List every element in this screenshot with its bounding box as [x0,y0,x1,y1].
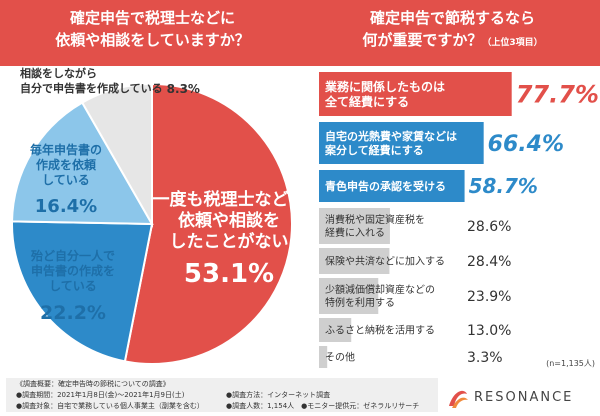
bar-value-label: 28.6% [467,219,511,235]
bar-value-label: 66.4% [488,132,564,157]
pie-label-none-text: 一度も税理士などに 依頼や相談を したことがない [152,190,306,252]
bar-label: ふるさと納税を活用する [325,324,435,337]
survey-target: ●調査対象：自宅で業務している個人事業主（副業を含む） [16,402,204,410]
bar [319,122,484,164]
survey-method: ●調査方法：インターネット調査 [226,391,331,399]
bar-value-label: 28.4% [467,254,511,270]
pie-label-self-text: 殆ど自分一人で 申告書の作成を している [30,249,115,293]
bar-value-label: 77.7% [516,81,599,109]
survey-summary: 《調査概要：確定申告時の節税についての調査》 ●調査期間：2021年1月8日(金… [6,378,438,412]
bar-label: 少額減価償却資産などの特例を利用する [325,283,435,309]
survey-period: ●調査期間：2021年1月8日(金)～2021年1月9日(土) [16,391,185,399]
bar-label: 青色申告の承認を受ける [325,179,446,193]
pie-slice-none [123,82,293,365]
bar-value-label: 23.9% [467,289,511,305]
bar [319,170,465,202]
pie-label-consult-text: 相談をしながら 自分で申告書を作成している [20,67,163,95]
bar-label: 保険や共済などに加入する [325,255,445,268]
bar [319,318,352,342]
bar-chart: 業務に関係したものは全て経費にする 77.7% 自宅の光熱費や家賃などは案分して経費… [319,72,599,368]
right-title-note: （上位3項目） [482,38,543,48]
bar-label: その他 [325,351,355,364]
bar-value-label: 58.7% [469,174,538,198]
pie-slice-yearly [11,101,154,226]
pie-chart [11,82,293,365]
pie-label-yearly-value: 16.4% [34,196,98,217]
pie-label-self: 殆ど自分一人で 申告書の作成を している 22.2% [4,249,142,324]
right-title-text: 確定申告で節税するなら 何が重要ですか？ [362,9,535,49]
pie-slice-consult [80,82,153,228]
bar-label: 業務に関係したものは全て経費にする [324,79,445,109]
brand-logo: RESONANCE [446,384,596,412]
right-title: 確定申告で節税するなら 何が重要ですか？（上位3項目） [305,7,600,54]
bar [319,346,328,368]
bar-value-label: 3.3% [467,350,503,366]
bar-label: 消費税や固定資産税を経費に入れる [325,213,425,239]
bar [319,278,379,314]
pie-slice-self [11,220,154,363]
resonance-logo-icon [449,390,468,408]
bar [319,208,390,244]
pie-label-none: 一度も税理士などに 依頼や相談を したことがない 53.1% [150,190,308,289]
bar [319,248,390,274]
pie-label-yearly-text: 毎年申告書の 作成を依頼 している [29,143,102,187]
brand-name: RESONANCE [474,390,574,405]
survey-people: ●調査人数：1,154人 ●モニター提供元：ゼネラルリサーチ [226,402,420,410]
pie-label-none-value: 53.1% [183,259,275,289]
survey-title: 《調査概要：確定申告時の節税についての調査》 [16,380,170,388]
pie-label-yearly: 毎年申告書の 作成を依頼 している 16.4% [2,143,130,217]
pie-label-self-value: 22.2% [40,302,106,324]
pie-label-consult: 相談をしながら 自分で申告書を作成している 8.3% [20,66,260,96]
bar-label: 自宅の光熱費や家賃などは案分して経費にする [324,129,457,157]
header-banner: 確定申告で税理士などに 依頼や相談をしていますか？ 確定申告で節税するなら 何が… [0,0,600,66]
pie-label-consult-value: 8.3% [166,82,200,96]
left-title-text: 確定申告で税理士などに 依頼や相談をしていますか？ [55,9,250,49]
bar-value-label: 13.0% [467,323,511,339]
left-title: 確定申告で税理士などに 依頼や相談をしていますか？ [0,7,305,51]
sample-size-note: (n=1,135人) [546,359,595,368]
bar [319,72,512,116]
